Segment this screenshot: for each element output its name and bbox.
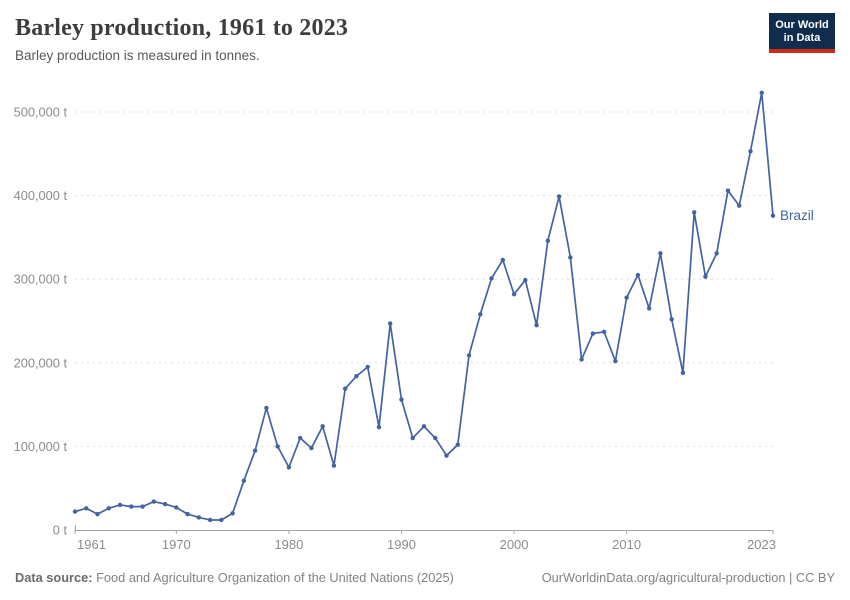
data-point[interactable] (399, 397, 404, 402)
data-point[interactable] (680, 370, 686, 376)
data-point[interactable] (151, 499, 157, 504)
data-point[interactable] (252, 448, 258, 453)
data-point[interactable] (703, 274, 708, 279)
data-point[interactable] (714, 251, 719, 256)
data-point[interactable] (590, 331, 596, 336)
data-point[interactable] (500, 257, 506, 263)
data-point[interactable] (84, 506, 89, 511)
data-point[interactable] (196, 515, 202, 520)
data-point[interactable] (331, 463, 337, 468)
data-point[interactable] (117, 502, 123, 508)
x-axis-tick-label: 1980 (274, 537, 303, 552)
x-axis-tick-label: 2010 (612, 537, 641, 552)
data-point[interactable] (635, 272, 641, 278)
data-point[interactable] (297, 435, 303, 441)
data-point[interactable] (556, 194, 562, 199)
data-point[interactable] (264, 405, 269, 411)
data-point[interactable] (421, 424, 427, 429)
data-point[interactable] (658, 251, 663, 256)
credit-link[interactable]: OurWorldinData.org/agricultural-producti… (541, 570, 835, 585)
data-point[interactable] (241, 478, 247, 483)
y-axis-tick-label: 200,000 t (14, 355, 68, 370)
x-axis-tick-label: 1970 (162, 537, 191, 552)
data-point[interactable] (275, 444, 280, 449)
y-axis-tick-label: 300,000 t (14, 272, 68, 287)
data-point[interactable] (444, 453, 449, 458)
data-point[interactable] (162, 501, 168, 507)
data-point[interactable] (669, 317, 674, 322)
logo-line2: in Data (783, 31, 821, 44)
data-point[interactable] (185, 511, 190, 517)
y-axis-tick-label: 500,000 t (14, 105, 68, 120)
data-point[interactable] (106, 506, 111, 511)
data-point[interactable] (129, 504, 134, 509)
data-point[interactable] (342, 386, 348, 391)
data-point[interactable] (545, 238, 551, 243)
x-axis-tick-label: 1990 (387, 537, 416, 552)
data-point[interactable] (376, 424, 382, 430)
owid-logo[interactable]: Our World in Data (769, 13, 835, 53)
data-point[interactable] (72, 509, 78, 514)
data-point[interactable] (230, 511, 235, 516)
data-point[interactable] (219, 517, 224, 523)
chart-subtitle: Barley production is measured in tonnes. (15, 48, 260, 63)
data-point[interactable] (601, 329, 607, 335)
data-source-prefix: Data source: (15, 570, 93, 585)
data-point[interactable] (95, 511, 100, 517)
data-point[interactable] (489, 276, 494, 281)
data-point[interactable] (286, 465, 292, 470)
data-source-text: Data source: Food and Agriculture Organi… (15, 570, 454, 585)
x-axis-tick-label: 1961 (77, 537, 106, 552)
data-point[interactable] (174, 505, 179, 510)
data-point[interactable] (748, 149, 753, 154)
data-point[interactable] (309, 445, 314, 451)
logo-red-bar (769, 49, 835, 53)
chart-header: Barley production, 1961 to 2023 Barley p… (15, 14, 760, 63)
data-point[interactable] (478, 312, 483, 317)
chart-title: Barley production, 1961 to 2023 (15, 15, 349, 41)
logo-line1: Our World (775, 19, 829, 31)
data-point[interactable] (534, 322, 539, 328)
y-axis-tick-label: 100,000 t (14, 439, 68, 454)
data-point[interactable] (511, 292, 517, 297)
data-point[interactable] (725, 188, 731, 193)
data-point[interactable] (523, 277, 528, 283)
data-point[interactable] (691, 210, 697, 215)
data-point[interactable] (388, 321, 393, 326)
data-point[interactable] (624, 295, 629, 300)
data-point[interactable] (737, 203, 742, 208)
data-point[interactable] (646, 306, 652, 311)
y-axis-tick-label: 0 t (53, 523, 68, 538)
logo-box: Our World in Data (769, 13, 835, 49)
data-point[interactable] (365, 364, 370, 370)
chart-footer: Data source: Food and Agriculture Organi… (15, 570, 835, 585)
entity-label[interactable]: Brazil (780, 208, 814, 223)
x-axis-tick-label: 2000 (500, 537, 529, 552)
data-source-value: Food and Agriculture Organization of the… (96, 570, 454, 585)
data-point[interactable] (613, 358, 618, 364)
data-point[interactable] (320, 424, 325, 429)
data-point[interactable] (354, 373, 359, 379)
y-axis-tick-label: 400,000 t (14, 188, 68, 203)
data-point[interactable] (759, 90, 764, 95)
data-point[interactable] (410, 435, 415, 441)
data-point[interactable] (579, 357, 584, 362)
data-point[interactable] (433, 435, 438, 441)
data-point[interactable] (140, 504, 145, 509)
data-point[interactable] (207, 517, 213, 523)
data-point[interactable] (770, 213, 776, 218)
x-axis-tick-label: 2023 (747, 537, 776, 552)
line-series-brazil[interactable] (74, 91, 774, 521)
data-point[interactable] (466, 353, 472, 358)
data-point[interactable] (568, 255, 573, 260)
data-point[interactable] (455, 442, 460, 447)
